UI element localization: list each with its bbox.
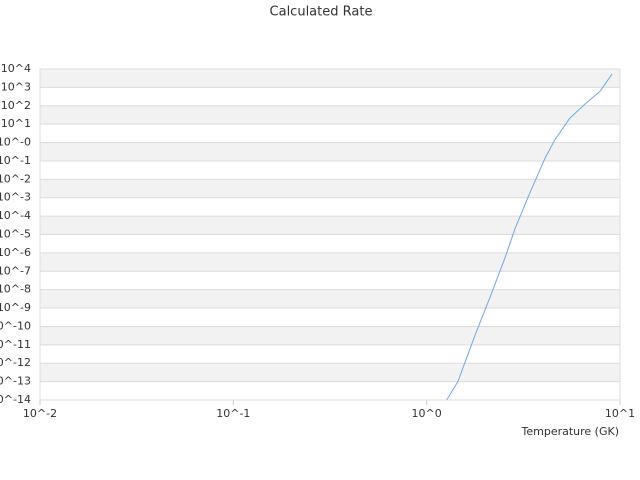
chart-title: Calculated Rate: [270, 5, 373, 20]
y-tick-label: 10^-12: [0, 356, 31, 369]
grid-band: [40, 179, 620, 198]
y-tick-label: 10^-9: [0, 301, 31, 314]
grid-band: [40, 252, 620, 272]
y-tick-label: 10^-10: [0, 319, 31, 332]
y-tick-label: 10^1: [1, 117, 31, 130]
y-tick-label: 10^-2: [0, 172, 31, 185]
y-tick-label: 10^4: [1, 62, 31, 75]
y-tick-label: 10^-7: [0, 264, 31, 277]
y-tick-label: 10^-6: [0, 246, 31, 259]
x-tick-label: 10^-1: [216, 407, 250, 420]
y-tick-label: 10^-14: [0, 393, 31, 406]
y-tick-label: 10^-5: [0, 228, 31, 241]
y-tick-label: 10^-8: [0, 283, 31, 296]
data-line: [446, 73, 613, 401]
grid: [39, 68, 621, 405]
grid-band: [40, 142, 620, 161]
y-tick-label: 10^-0: [0, 136, 31, 149]
x-axis-label: Temperature (GK): [521, 425, 620, 438]
y-tick-label: 10^-11: [0, 338, 31, 351]
grid-band: [40, 363, 620, 382]
x-tick-label: 10^0: [412, 407, 442, 420]
y-tick-label: 10^-4: [0, 209, 31, 222]
grid-band: [40, 326, 620, 345]
grid-band: [40, 105, 620, 125]
y-tick-label: 10^-13: [0, 375, 31, 388]
x-tick-label: 10^-2: [23, 407, 57, 420]
y-tick-label: 10^2: [1, 99, 31, 112]
plot-bands: [40, 69, 620, 382]
y-tick-label: 10^3: [1, 80, 31, 93]
grid-band: [40, 289, 620, 309]
x-tick-label: 10^1: [605, 407, 635, 420]
grid-band: [40, 216, 620, 235]
y-tick-label: 10^-1: [0, 154, 31, 167]
plot-frame: [39, 68, 621, 401]
grid-band: [40, 69, 620, 88]
y-tick-label: 10^-3: [0, 191, 31, 204]
